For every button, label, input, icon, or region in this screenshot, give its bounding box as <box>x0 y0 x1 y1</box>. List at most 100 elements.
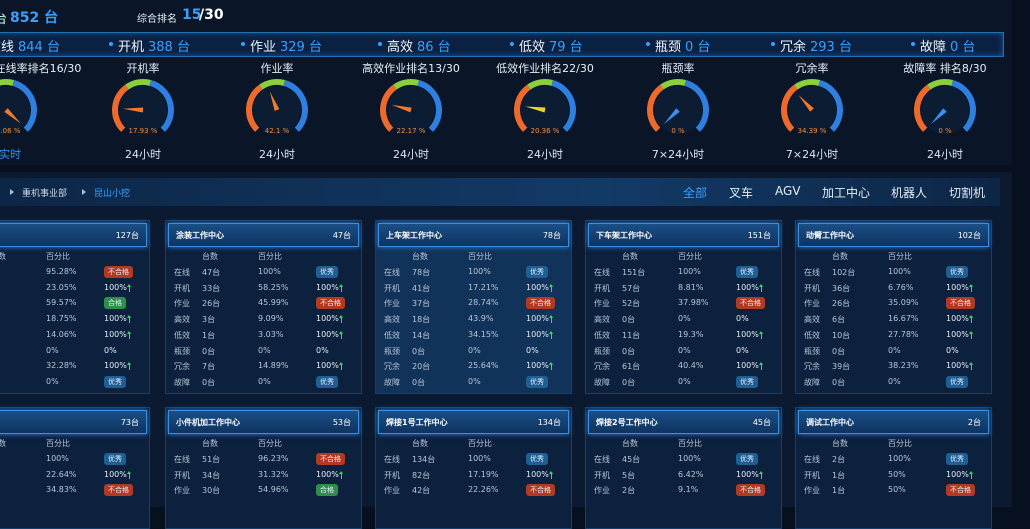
card-total: 127台 <box>115 231 139 240</box>
row-name: 低效 <box>594 330 610 340</box>
work-center-card[interactable]: 焊接1号工作中心 134台 台数 百分比 在线 134台 100% 优秀 开机 82台 17.19%… <box>375 407 572 529</box>
work-center-card[interactable]: 下车架工作中心 151台 台数 百分比 在线 151台 100% 优秀 开机 57台 8.81% 10… <box>585 220 782 394</box>
row-rate: 0% <box>736 314 749 324</box>
work-center-card[interactable]: 动臂工作中心 102台 台数 百分比 在线 102台 100% 优秀 开机 36台 6.76% 100… <box>795 220 992 394</box>
row-name: 在线 <box>174 268 190 277</box>
row-name: 冗余 <box>174 362 190 372</box>
gauge-arc <box>647 84 664 132</box>
crumb: 重机事业部 <box>22 189 68 199</box>
column-header: 台数 <box>832 439 848 448</box>
status-dot <box>646 42 650 46</box>
gauge-value: 99.06 % <box>0 127 21 135</box>
row-name: 瓶颈 <box>174 346 190 356</box>
row-percent: 96.23% <box>258 454 289 463</box>
column-header: 百分比 <box>678 252 702 261</box>
row-count: 10台 <box>832 330 851 340</box>
status-name: 低效 <box>519 40 546 55</box>
row-rate: 0% <box>104 345 117 355</box>
row-name: 冗余 <box>594 362 610 372</box>
row-count: 151台 <box>622 268 646 277</box>
tab[interactable]: 机器人 <box>891 186 928 200</box>
trend-arrow <box>127 362 131 371</box>
row-percent: 0% <box>46 345 59 355</box>
row-percent: 9.09% <box>258 314 284 324</box>
card-header <box>798 410 989 434</box>
row-rate: 100% <box>526 361 549 371</box>
gauge-arc <box>380 84 397 132</box>
work-center-card[interactable]: 涂装工作中心 47台 台数 百分比 在线 47台 100% 优秀 开机 33台 58.25% 100%… <box>165 220 362 394</box>
row-percent: 25.64% <box>468 361 499 371</box>
card-header <box>378 410 569 434</box>
trend-arrow <box>549 315 553 324</box>
row-percent: 16.67% <box>888 314 919 324</box>
tab[interactable]: AGV <box>775 184 801 198</box>
column-header: 百分比 <box>258 252 282 261</box>
row-count: 2台 <box>832 455 846 464</box>
rank: 15 <box>182 7 202 23</box>
work-center-card[interactable]: 调试工作中心 2台 台数 百分比 在线 2台 100% 优秀 开机 1台 50% 100% 作业 1台 50… <box>795 407 992 529</box>
row-percent: 6.42% <box>678 469 704 479</box>
row-count: 1台 <box>202 330 216 340</box>
status-dot <box>378 42 382 46</box>
column-header: 百分比 <box>678 439 702 448</box>
tab[interactable]: 全部 <box>683 186 708 200</box>
row-count: 42台 <box>412 486 431 496</box>
card-total: 102台 <box>957 231 981 240</box>
column-header: 百分比 <box>888 252 912 261</box>
row-count: 37台 <box>412 299 431 309</box>
row-name: 作业 <box>384 299 400 309</box>
row-percent: 37.98% <box>678 298 709 308</box>
trend-arrow <box>969 362 973 371</box>
row-name: 开机 <box>174 470 190 480</box>
grade-badge: 不合格 <box>104 484 133 497</box>
grade-badge: 不合格 <box>736 484 765 497</box>
gauge-value: 34.39 % <box>798 127 827 135</box>
trend-arrow <box>759 362 763 371</box>
work-center-card[interactable]: 上车架工作中心 78台 台数 百分比 在线 78台 100% 优秀 开机 41台 17.21% 100… <box>375 220 572 394</box>
row-name: 瓶颈 <box>804 346 820 356</box>
gauge-arc <box>551 80 576 132</box>
row-percent: 45.99% <box>258 298 289 308</box>
tab[interactable]: 切割机 <box>949 186 986 200</box>
row-percent: 50% <box>888 485 906 495</box>
tab[interactable]: 叉车 <box>729 186 754 200</box>
trend-arrow <box>339 315 343 324</box>
work-center-card[interactable]: 工作中心127台台数百分比95.28%不合格23.05%100%59.57%合格… <box>0 220 150 394</box>
row-count: 3台 <box>202 315 216 325</box>
row-percent: 31.32% <box>258 469 289 479</box>
gauge-arc <box>660 79 687 90</box>
row-percent: 100% <box>468 454 491 463</box>
row-name: 故障 <box>174 377 190 387</box>
card-total: 53台 <box>332 418 351 427</box>
work-center-card[interactable]: 小件机加工作中心 53台 台数 百分比 在线 51台 96.23% 不合格 开机 34台 31.32… <box>165 407 362 529</box>
row-percent: 27.78% <box>888 329 919 339</box>
crumb-marker <box>10 189 14 195</box>
gauge-value: 17.93 % <box>129 127 158 135</box>
gauge-arc <box>283 80 308 132</box>
gauge-title: 低效作业排名22/30 <box>496 61 594 75</box>
row-rate: 100% <box>946 329 969 339</box>
row-name: 高效 <box>174 315 190 325</box>
status-count: 0 台 <box>950 40 976 55</box>
gauge-period: 24小时 <box>527 148 563 161</box>
gauge-needle <box>525 106 546 113</box>
row-rate: 100% <box>526 314 549 324</box>
gauge-title: 高效作业排名13/30 <box>362 61 460 75</box>
trend-arrow <box>969 315 973 324</box>
crumb: 昆山小挖 <box>94 189 131 199</box>
row-count: 7台 <box>202 362 216 372</box>
work-center-card[interactable]: 焊接2号工作中心 45台 台数 百分比 在线 45台 100% 优秀 开机 5台 6.42% 100%… <box>585 407 782 529</box>
row-name: 作业 <box>174 486 190 496</box>
grade-badge: 优秀 <box>316 375 338 388</box>
column-header: 百分比 <box>46 252 70 261</box>
card-total: 2台 <box>967 418 981 427</box>
row-percent: 0% <box>258 345 271 355</box>
row-rate: 100% <box>316 469 339 479</box>
row-count: 47台 <box>202 268 221 277</box>
column-header: 台数 <box>0 252 6 261</box>
row-rate: 100% <box>316 282 339 292</box>
row-percent: 100% <box>888 267 911 276</box>
tab[interactable]: 加工中心 <box>822 186 871 200</box>
row-name: 瓶颈 <box>384 346 400 356</box>
